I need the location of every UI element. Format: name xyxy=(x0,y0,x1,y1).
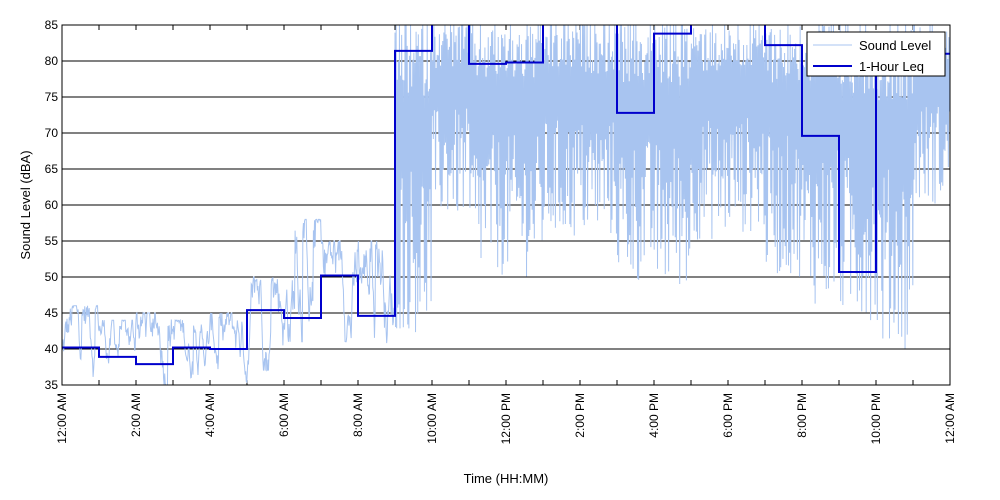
legend-box xyxy=(806,31,946,77)
x-tick-label: 8:00 AM xyxy=(351,393,365,437)
x-tick-label: 12:00 AM xyxy=(55,393,69,444)
x-tick-label: 12:00 PM xyxy=(499,393,513,444)
y-tick-label: 85 xyxy=(45,18,59,32)
y-tick-label: 65 xyxy=(45,162,59,176)
legend-leq-label: 1-Hour Leq xyxy=(859,59,924,74)
x-tick-label: 4:00 AM xyxy=(203,393,217,437)
leq-series xyxy=(62,25,950,366)
x-tick-label: 6:00 PM xyxy=(721,393,735,438)
y-tick-labels: 35 40 45 50 55 60 65 70 75 80 85 xyxy=(45,18,59,392)
y-axis-title: Sound Level (dBA) xyxy=(18,150,33,259)
x-tick-label: 4:00 PM xyxy=(647,393,661,438)
x-axis-title: Time (HH:MM) xyxy=(464,471,549,486)
x-tick-labels: 12:00 AM 2:00 AM 4:00 AM 6:00 AM 8:00 AM 10:0… xyxy=(55,393,957,444)
x-tick-label: 12:00 AM xyxy=(943,393,957,444)
y-tick-label: 55 xyxy=(45,234,59,248)
y-tick-label: 50 xyxy=(45,270,59,284)
y-tick-label: 35 xyxy=(45,378,59,392)
y-tick-label: 70 xyxy=(45,126,59,140)
plot-frame xyxy=(61,24,951,386)
y-tick-label: 75 xyxy=(45,90,59,104)
x-tick-label: 2:00 AM xyxy=(129,393,143,437)
legend-sound-level-label: Sound Level xyxy=(859,38,931,53)
legend: Sound Level 1-Hour Leq xyxy=(806,31,946,77)
x-tick-label: 8:00 PM xyxy=(795,393,809,438)
y-tick-label: 45 xyxy=(45,306,59,320)
y-tick-label: 40 xyxy=(45,342,59,356)
y-tick-label: 60 xyxy=(45,198,59,212)
y-tick-label: 80 xyxy=(45,54,59,68)
x-tick-label: 6:00 AM xyxy=(277,393,291,437)
sound-level-series xyxy=(62,25,950,385)
x-tick-label: 10:00 AM xyxy=(425,393,439,444)
x-tick-label: 10:00 PM xyxy=(869,393,883,444)
x-tick-label: 2:00 PM xyxy=(573,393,587,438)
